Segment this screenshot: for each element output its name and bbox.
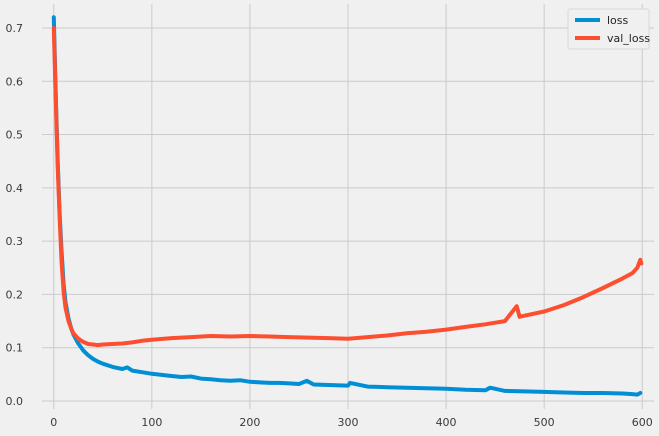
y-tick-label: 0.3 bbox=[6, 235, 24, 248]
legend: loss val_loss bbox=[567, 8, 650, 50]
legend-label-loss: loss bbox=[607, 14, 629, 27]
x-tick-label: 0 bbox=[50, 416, 57, 429]
y-tick-label: 0.6 bbox=[6, 75, 24, 88]
y-tick-label: 0.0 bbox=[6, 395, 24, 408]
y-tick-label: 0.1 bbox=[6, 342, 24, 355]
y-tick-label: 0.2 bbox=[6, 288, 24, 301]
y-tick-label: 0.5 bbox=[6, 129, 24, 142]
y-tick-label: 0.7 bbox=[6, 22, 24, 35]
x-tick-label: 300 bbox=[338, 416, 359, 429]
x-tick-label: 200 bbox=[239, 416, 260, 429]
legend-label-val-loss: val_loss bbox=[607, 32, 650, 45]
x-tick-label: 400 bbox=[436, 416, 457, 429]
x-axis: 0 100 200 300 400 500 600 bbox=[50, 416, 652, 429]
x-tick-label: 500 bbox=[534, 416, 555, 429]
x-tick-label: 600 bbox=[632, 416, 653, 429]
y-axis: 0.0 0.1 0.2 0.3 0.4 0.5 0.6 0.7 bbox=[6, 22, 24, 408]
x-tick-label: 100 bbox=[141, 416, 162, 429]
series-group bbox=[51, 15, 644, 397]
grid-lines bbox=[42, 4, 654, 409]
series-line-val-loss bbox=[51, 26, 644, 348]
y-tick-label: 0.4 bbox=[6, 182, 24, 195]
series-line-loss bbox=[51, 15, 643, 397]
